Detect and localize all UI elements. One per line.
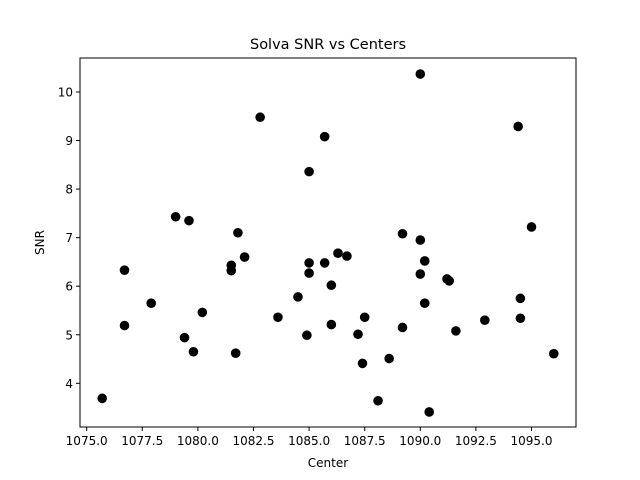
x-tick-label: 1080.0 [177,434,219,448]
data-point [146,298,156,308]
data-point [397,322,408,333]
data-point [353,329,363,340]
data-point [304,268,314,278]
data-point [326,319,337,330]
data-point [424,407,435,417]
y-axis-label: SNR [33,230,47,255]
y-tick-label: 8 [65,183,73,197]
ticks-layer: 1075.0 1077.5 1080.0 1082.5 1085.0 1087.5 1090… [58,85,553,448]
x-tick-label: 1092.5 [455,434,497,448]
data-point [230,348,241,359]
data-point [451,326,461,336]
data-point [255,112,265,123]
y-tick-label: 10 [58,85,73,99]
x-tick-label: 1085.0 [288,434,330,448]
x-tick-label: 1077.5 [121,434,163,448]
data-point [239,252,250,262]
data-point [293,292,303,302]
chart-title: Solva SNR vs Centers [250,37,406,53]
data-point [319,131,330,142]
data-point [188,346,199,357]
data-point [304,166,314,177]
data-point [304,258,314,268]
data-point [119,320,130,331]
plot-area-frame [79,57,577,428]
data-point [273,312,283,323]
points-layer [97,69,559,417]
data-point [419,298,430,308]
data-point [119,265,130,275]
data-point [384,353,394,364]
data-point [515,313,526,324]
data-point [415,235,426,245]
data-point [397,228,408,239]
y-tick-label: 9 [65,134,73,148]
data-point [233,227,243,238]
data-point [319,258,330,268]
data-point [359,312,370,323]
data-point [357,358,368,369]
data-point [302,330,312,341]
y-tick-label: 5 [65,328,73,342]
x-tick-label: 1087.5 [344,434,386,448]
data-point [333,248,343,258]
x-tick-label: 1075.0 [66,434,108,448]
data-point [415,269,426,279]
data-point [526,222,537,232]
data-point [513,121,523,132]
x-axis-label: Center [308,456,348,470]
data-point [184,215,194,226]
data-point [170,211,181,222]
y-tick-label: 4 [65,377,73,391]
y-tick-label: 6 [65,280,73,294]
data-point [548,348,559,359]
data-point [515,293,526,304]
x-tick-label: 1082.5 [232,434,274,448]
data-point [179,332,190,343]
data-point [226,265,237,276]
data-point [97,393,108,404]
data-point [480,315,490,325]
data-point [373,395,383,406]
y-tick-label: 7 [65,231,73,245]
data-point [342,251,352,261]
data-point [419,256,430,266]
data-point [197,307,208,318]
x-tick-label: 1095.0 [511,434,553,448]
x-tick-label: 1090.0 [399,434,441,448]
data-point [326,280,337,291]
data-point [415,69,426,79]
data-point [444,276,455,286]
